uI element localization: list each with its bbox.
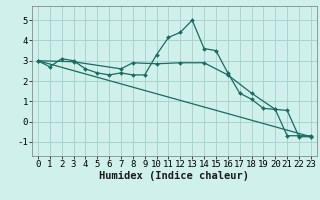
X-axis label: Humidex (Indice chaleur): Humidex (Indice chaleur) <box>100 171 249 181</box>
